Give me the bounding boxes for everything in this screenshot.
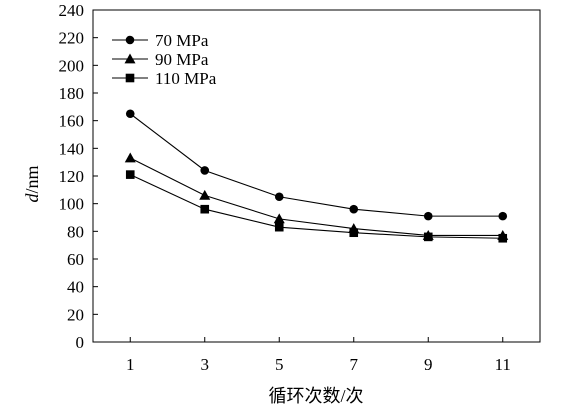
data-point-circle <box>274 192 284 202</box>
series-circle <box>125 109 508 221</box>
data-point-triangle <box>124 152 136 163</box>
y-axis-title: d/nm <box>22 165 42 202</box>
x-tick-label: 3 <box>201 355 210 374</box>
y-tick-label: 20 <box>67 305 84 324</box>
x-axis-title: 循环次数/次 <box>268 386 363 406</box>
data-point-circle <box>349 204 359 214</box>
legend-item: 90 MPa <box>112 50 209 69</box>
data-point-triangle <box>273 213 285 224</box>
data-point-square <box>274 222 284 232</box>
series-square <box>125 170 508 243</box>
y-tick-label: 140 <box>59 139 85 158</box>
legend-label: 90 MPa <box>155 50 209 69</box>
y-axis-title-unit: /nm <box>22 165 42 193</box>
y-tick-label: 200 <box>59 56 85 75</box>
series-line <box>130 157 503 237</box>
x-tick-label: 9 <box>424 355 433 374</box>
data-point-triangle <box>199 189 211 200</box>
legend-marker-square <box>125 73 135 83</box>
series-triangle <box>124 152 509 240</box>
x-tick-label: 1 <box>126 355 135 374</box>
data-point-circle <box>423 211 433 221</box>
y-axis-title-symbol: d <box>22 193 42 203</box>
legend-label: 70 MPa <box>155 31 209 50</box>
legend-item: 70 MPa <box>112 31 209 50</box>
y-tick-label: 120 <box>59 167 85 186</box>
y-tick-label: 160 <box>59 112 85 131</box>
series-line <box>130 174 503 239</box>
data-point-square <box>423 232 433 242</box>
y-tick-label: 60 <box>67 250 84 269</box>
y-tick-label: 220 <box>59 29 85 48</box>
data-point-circle <box>200 166 210 175</box>
y-tick-label: 240 <box>59 1 85 20</box>
y-tick-label: 0 <box>76 333 85 352</box>
data-point-square <box>200 204 210 214</box>
x-tick-label: 7 <box>350 355 359 374</box>
data-point-square <box>498 233 508 243</box>
y-tick-label: 180 <box>59 84 85 103</box>
y-tick-label: 40 <box>67 278 84 297</box>
legend-item: 110 MPa <box>112 69 217 88</box>
data-point-circle <box>498 211 508 221</box>
x-tick-label: 11 <box>495 355 511 374</box>
legend-marker-triangle <box>124 53 136 64</box>
data-point-square <box>125 170 135 179</box>
y-tick-label: 80 <box>67 222 84 241</box>
legend-label: 110 MPa <box>155 69 217 88</box>
data-point-square <box>349 228 359 238</box>
y-tick-label: 100 <box>59 195 85 214</box>
series-line <box>129 113 503 217</box>
data-point-circle <box>125 109 135 119</box>
ticks: 0 20 40 60 80 100 120 140 160 180 200 220 240 1 3 5 7 9 11 <box>59 1 511 374</box>
axis-titles: 循环次数/次 d/nm <box>22 165 364 406</box>
x-tick-label: 5 <box>275 355 284 374</box>
series <box>124 109 509 243</box>
legend-marker-circle <box>125 35 135 45</box>
